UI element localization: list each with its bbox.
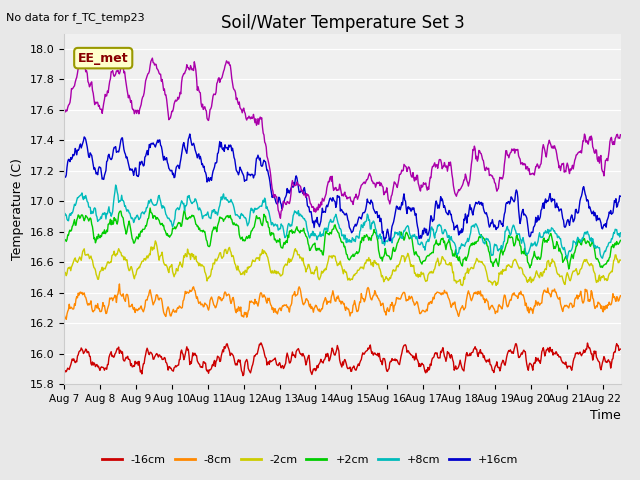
Title: Soil/Water Temperature Set 3: Soil/Water Temperature Set 3 [221, 14, 464, 32]
+16cm [319, 209, 327, 215]
+8cm [298, 213, 306, 219]
+2cm [63, 239, 70, 244]
Line: +16cm: +16cm [64, 134, 620, 241]
Line: +2cm: +2cm [64, 208, 620, 269]
-16cm [138, 371, 146, 377]
-2cm [298, 258, 306, 264]
+16cm [63, 172, 70, 178]
+2cm [60, 235, 68, 240]
+64cm [60, 106, 68, 111]
+8cm [616, 230, 624, 236]
-16cm [60, 368, 68, 373]
-16cm [257, 340, 265, 346]
+16cm [616, 193, 624, 199]
-8cm [63, 316, 70, 322]
-16cm [616, 346, 624, 352]
-8cm [474, 288, 482, 294]
+8cm [139, 209, 147, 215]
+8cm [563, 256, 571, 262]
-2cm [63, 273, 70, 278]
Y-axis label: Temperature (C): Temperature (C) [11, 158, 24, 260]
+16cm [60, 171, 68, 177]
-2cm [319, 270, 327, 276]
Legend: +64cm: +64cm [97, 475, 175, 480]
+8cm [63, 212, 70, 218]
+16cm [186, 131, 194, 137]
-16cm [474, 354, 482, 360]
+64cm [299, 189, 307, 194]
-8cm [616, 293, 624, 299]
X-axis label: Time: Time [590, 409, 621, 422]
+16cm [474, 200, 482, 205]
+16cm [461, 217, 468, 223]
-16cm [239, 373, 247, 379]
-2cm [60, 269, 68, 275]
Text: EE_met: EE_met [78, 52, 129, 65]
+2cm [138, 229, 146, 235]
+64cm [79, 52, 86, 58]
+8cm [474, 224, 481, 229]
+64cm [276, 216, 284, 221]
-2cm [474, 258, 482, 264]
+2cm [319, 252, 327, 258]
Line: -2cm: -2cm [64, 241, 620, 286]
-16cm [299, 351, 307, 357]
+64cm [139, 94, 147, 100]
-2cm [152, 238, 159, 244]
+64cm [320, 198, 328, 204]
-16cm [63, 369, 70, 374]
+16cm [381, 239, 388, 244]
+8cm [460, 243, 468, 249]
-2cm [138, 259, 146, 264]
Line: +8cm: +8cm [64, 185, 620, 259]
+2cm [147, 205, 154, 211]
-8cm [140, 309, 147, 315]
+64cm [461, 177, 468, 183]
-8cm [63, 311, 71, 317]
Text: No data for f_TC_temp23: No data for f_TC_temp23 [6, 12, 145, 23]
-8cm [461, 306, 468, 312]
-8cm [299, 301, 307, 307]
+2cm [474, 239, 481, 244]
+8cm [112, 182, 120, 188]
+64cm [63, 108, 70, 113]
+16cm [298, 189, 306, 194]
-2cm [459, 283, 467, 288]
+16cm [138, 158, 146, 164]
Line: -16cm: -16cm [64, 343, 620, 376]
-8cm [60, 310, 68, 316]
-8cm [116, 281, 124, 287]
-2cm [461, 276, 468, 282]
+64cm [474, 156, 482, 161]
+2cm [565, 266, 573, 272]
-2cm [616, 257, 624, 263]
-8cm [320, 299, 328, 305]
+8cm [60, 213, 68, 218]
+8cm [319, 233, 327, 239]
Line: -8cm: -8cm [64, 284, 620, 319]
-16cm [320, 357, 328, 363]
-16cm [461, 361, 468, 367]
+2cm [460, 256, 468, 262]
Line: +64cm: +64cm [64, 55, 620, 218]
+64cm [616, 132, 624, 138]
+2cm [616, 238, 624, 243]
+2cm [298, 228, 306, 234]
